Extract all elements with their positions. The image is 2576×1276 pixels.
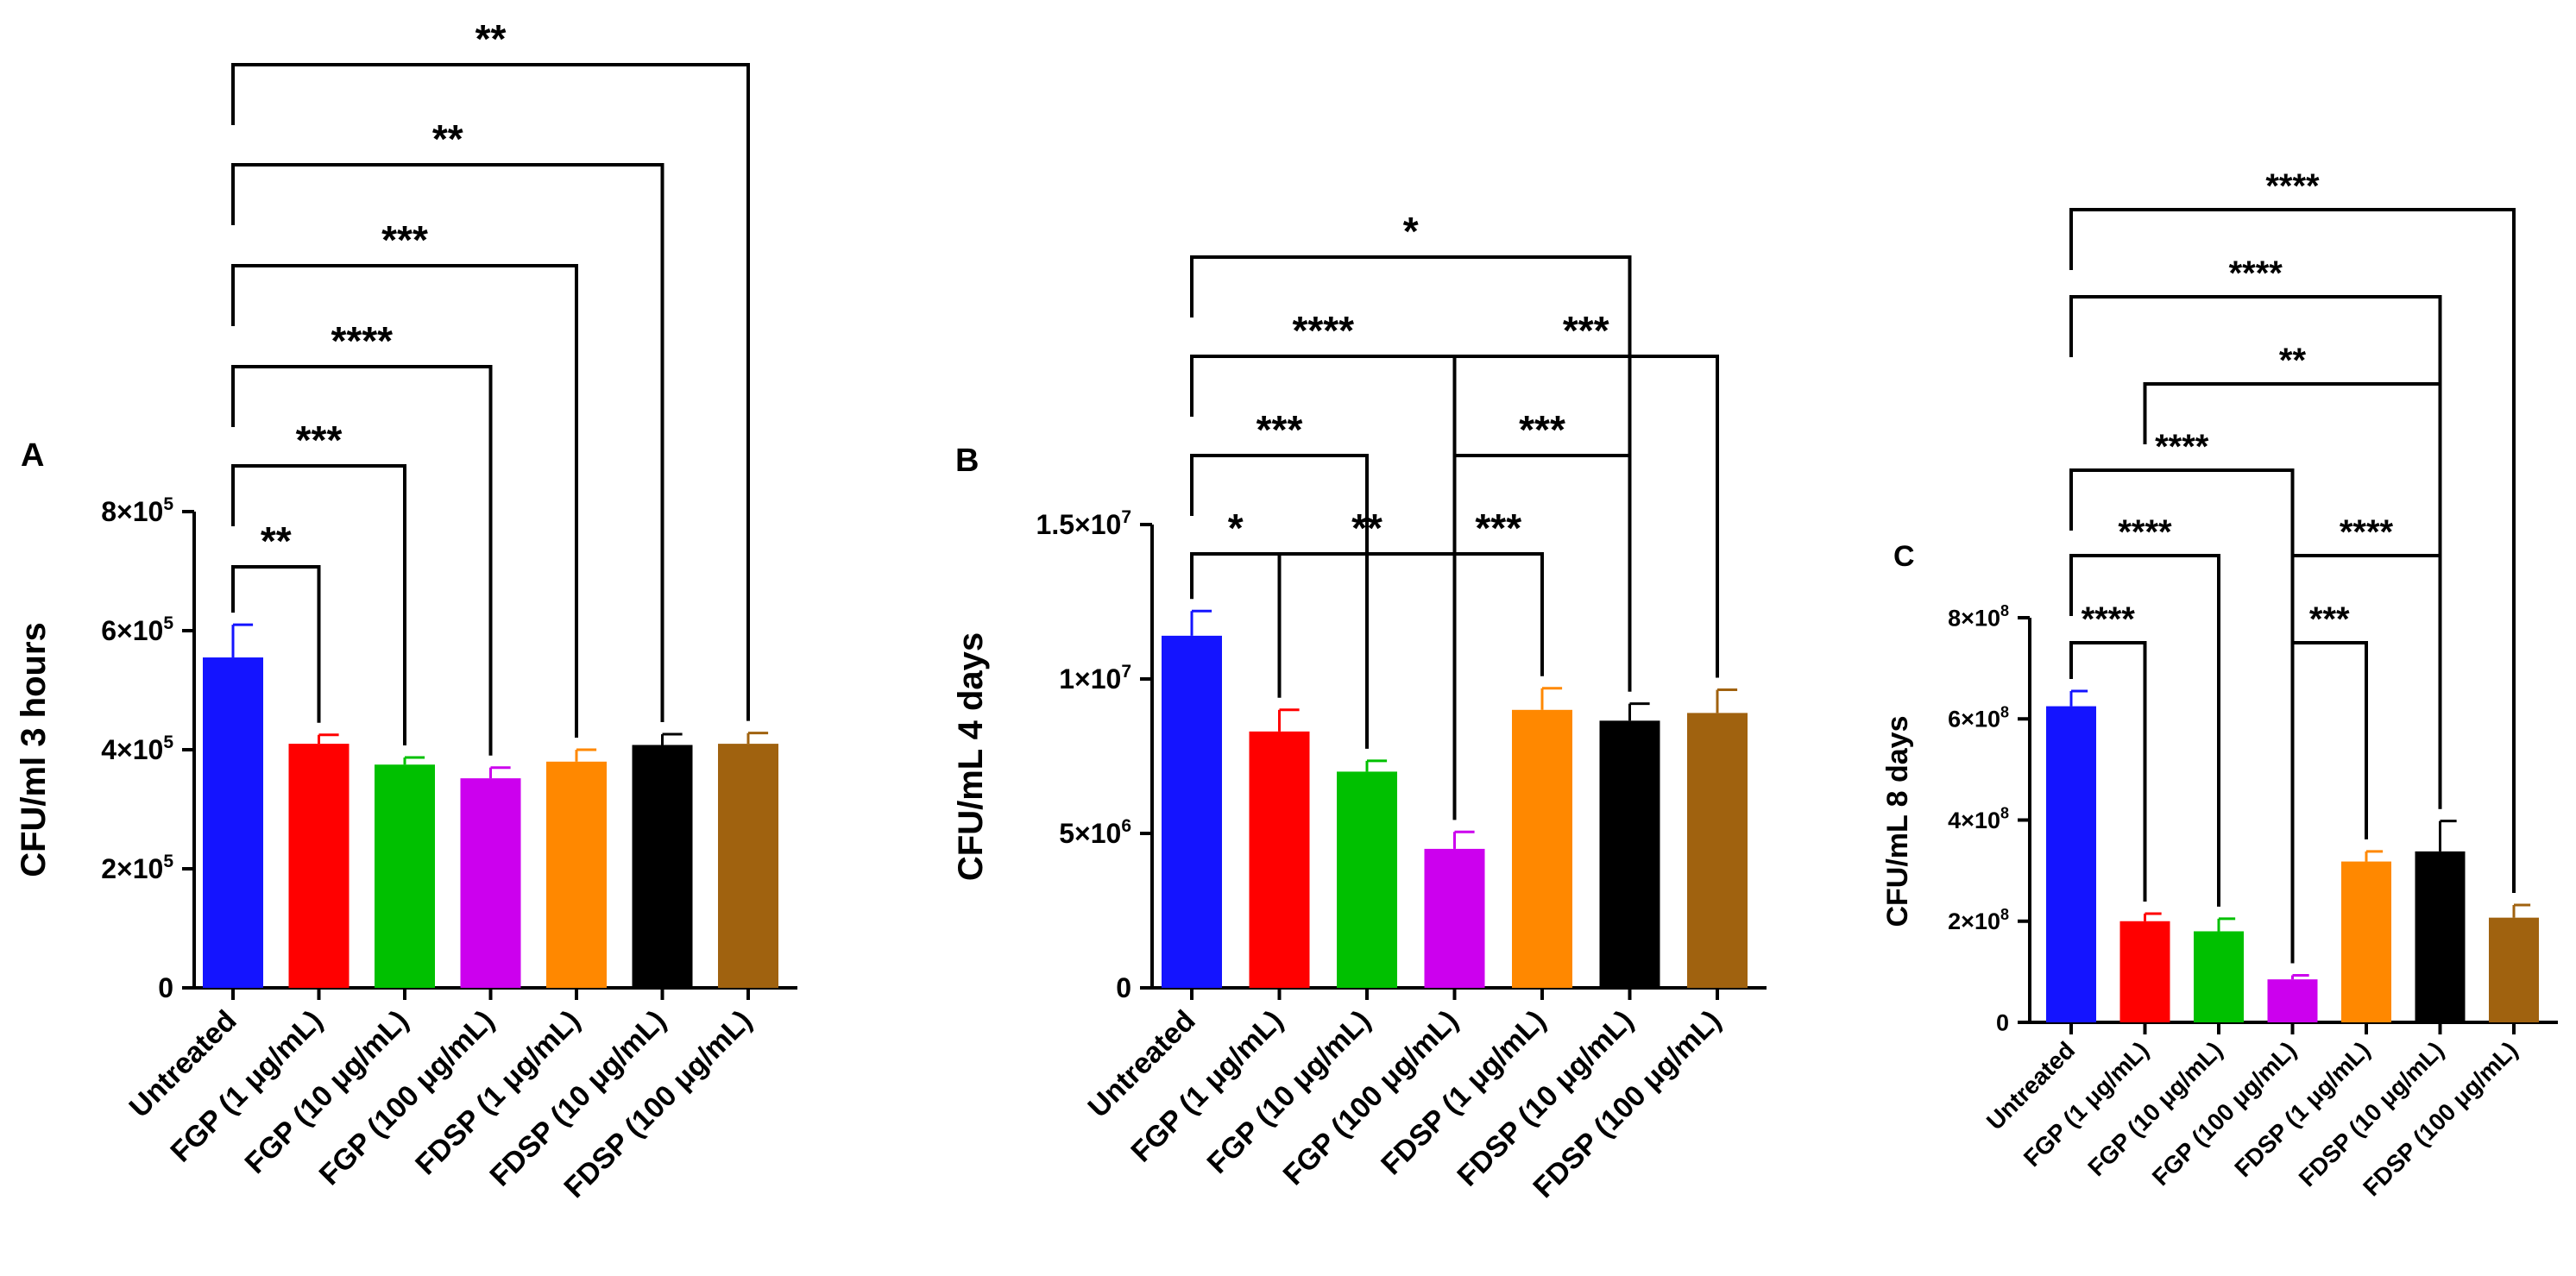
bar-3 (460, 778, 521, 988)
y-axis-label: CFU/mL 8 days (1881, 715, 1914, 927)
category-label-1: FGP (1 μg/mL) (2019, 1036, 2154, 1172)
category-label-4: FDSP (1 μg/mL) (1375, 1004, 1552, 1181)
bar-4 (1512, 709, 1572, 988)
y-tick-label: 0 (1116, 972, 1131, 1003)
y-tick-label: 1×107 (1059, 662, 1131, 695)
bar-1 (288, 744, 350, 988)
y-tick-label: 8×105 (101, 494, 173, 527)
significance-bracket (231, 163, 664, 723)
category-label-4: FDSP (1 μg/mL) (2229, 1036, 2375, 1182)
significance-label: **** (2155, 428, 2209, 466)
y-tick-label: 2×108 (1948, 906, 2009, 934)
significance-bracket (1190, 552, 1282, 698)
bar-6 (718, 744, 778, 988)
significance-label: ** (2279, 342, 2307, 380)
bar-5 (1599, 720, 1660, 988)
category-label-1: FGP (1 μg/mL) (1124, 1004, 1289, 1169)
significance-label: *** (296, 418, 343, 462)
bar-4 (2341, 861, 2391, 1022)
category-label-1: FGP (1 μg/mL) (164, 1004, 329, 1169)
bar-1 (1249, 731, 1310, 988)
significance-bracket (1190, 454, 1369, 749)
bar-4 (546, 761, 607, 988)
significance-label: *** (1475, 506, 1521, 550)
significance-bracket (231, 565, 321, 723)
y-tick-label: 2×105 (101, 852, 173, 884)
significance-label: **** (331, 318, 393, 363)
significance-label: ** (476, 16, 507, 61)
bar-5 (2415, 851, 2466, 1022)
y-tick-label: 1.5×107 (1036, 507, 1131, 540)
significance-bracket (1190, 355, 1457, 820)
bar-3 (1424, 848, 1485, 988)
panel-label: B (955, 443, 979, 479)
significance-label: *** (1563, 308, 1609, 353)
significance-label: **** (2229, 255, 2283, 292)
significance-bracket (231, 365, 493, 756)
significance-bracket (2069, 554, 2220, 907)
significance-label: **** (2082, 600, 2136, 638)
significance-label: **** (2118, 513, 2172, 551)
bar-2 (375, 764, 435, 988)
y-tick-label: 6×108 (1948, 703, 2009, 732)
category-label-2: FGP (10 μg/mL) (2082, 1036, 2227, 1181)
significance-bracket (231, 264, 578, 738)
significance-label: **** (1292, 308, 1354, 353)
bar-0 (2046, 706, 2096, 1022)
significance-bracket (1452, 552, 1544, 676)
significance-label: * (1228, 506, 1244, 550)
significance-label: * (1403, 209, 1419, 254)
significance-label: **** (2265, 167, 2320, 205)
significance-bracket (2290, 641, 2368, 839)
bar-1 (2119, 921, 2170, 1022)
significance-label: *** (2309, 600, 2350, 638)
significance-bracket (1190, 255, 1632, 692)
significance-bracket (1452, 355, 1719, 678)
significance-bracket (2069, 641, 2147, 902)
category-label-2: FGP (10 μg/mL) (1201, 1004, 1377, 1180)
bar-2 (2194, 931, 2244, 1022)
bar-6 (2489, 917, 2539, 1022)
significance-bracket (231, 63, 750, 721)
bar-0 (1162, 635, 1222, 988)
significance-label: ** (261, 519, 292, 563)
y-tick-label: 0 (158, 972, 173, 1003)
y-tick-label: 6×105 (101, 613, 173, 646)
y-tick-label: 5×106 (1059, 816, 1131, 849)
significance-label: *** (381, 217, 428, 262)
bar-6 (1687, 713, 1748, 988)
y-axis-label: CFU/mL 4 days (952, 632, 990, 881)
significance-label: **** (2340, 513, 2394, 551)
bar-3 (2267, 979, 2318, 1022)
panel-label: A (21, 437, 44, 474)
y-tick-label: 4×108 (1948, 805, 2009, 833)
significance-label: *** (1257, 407, 1303, 452)
significance-bracket (2069, 208, 2516, 893)
panel-label: C (1893, 540, 1915, 573)
significance-label: *** (1519, 407, 1565, 452)
significance-bracket (2069, 468, 2295, 964)
bar-5 (632, 745, 693, 988)
y-axis-label: CFU/ml 3 hours (15, 622, 53, 877)
y-tick-label: 0 (1996, 1009, 2009, 1035)
significance-bracket (2069, 295, 2442, 809)
y-tick-label: 4×105 (101, 732, 173, 765)
significance-bracket (231, 464, 406, 745)
y-tick-label: 8×108 (1948, 602, 2009, 631)
significance-label: ** (432, 116, 463, 161)
bar-2 (1337, 771, 1397, 988)
bar-0 (203, 657, 263, 988)
